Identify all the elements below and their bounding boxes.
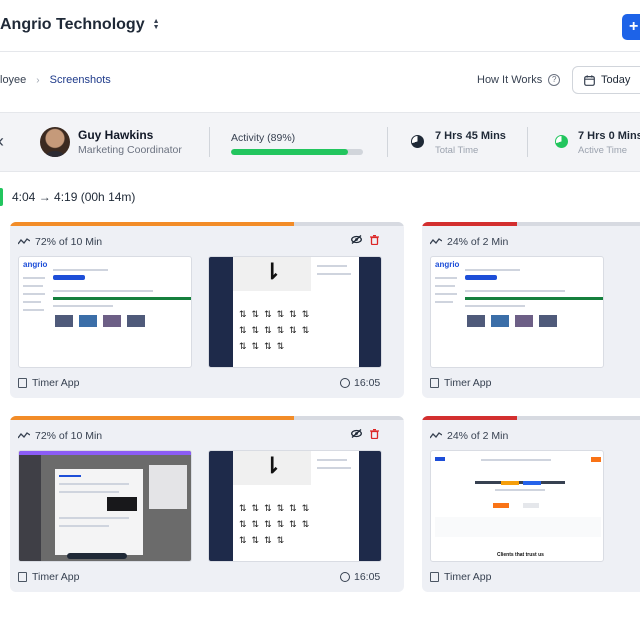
card-app: Timer App xyxy=(430,377,491,389)
user-name: Guy Hawkins xyxy=(78,128,154,142)
card-actions xyxy=(351,235,379,245)
divider xyxy=(527,127,528,157)
card-app: Timer App xyxy=(430,571,491,583)
card-actions xyxy=(351,429,379,439)
chevron-updown-icon: ▲ ▼ xyxy=(152,18,160,31)
active-time-label: Active Time xyxy=(578,145,628,156)
user-role: Marketing Coordinator xyxy=(78,144,182,156)
eye-off-icon[interactable] xyxy=(351,235,362,244)
thumb-logo: angrio xyxy=(23,260,48,269)
activity-bar xyxy=(10,416,404,420)
activity-progress xyxy=(231,149,363,155)
clock-icon xyxy=(340,572,350,582)
trash-icon[interactable] xyxy=(370,429,379,439)
card-activity-label: 72% of 10 Min xyxy=(35,430,103,442)
card-activity: 24% of 2 Min xyxy=(430,430,508,442)
activity-bar xyxy=(422,416,640,420)
add-button[interactable]: + xyxy=(622,14,640,40)
avatar xyxy=(40,127,70,157)
divider xyxy=(387,127,388,157)
thumb-heading: Clients that trust us xyxy=(497,552,544,558)
top-bar: Angrio Technology ▲ ▼ + xyxy=(0,0,640,52)
eye-off-icon[interactable] xyxy=(351,429,362,438)
card-app: Timer App xyxy=(18,571,79,583)
app-icon xyxy=(430,572,439,582)
total-time-label: Total Time xyxy=(435,145,479,156)
activity-label: Activity (89%) xyxy=(231,132,296,144)
active-time-icon xyxy=(555,135,568,148)
thumb-logo: angrio xyxy=(435,260,460,269)
user-summary: ‹ Guy Hawkins Marketing Coordinator Acti… xyxy=(0,112,640,172)
back-arrow-icon[interactable]: ‹ xyxy=(0,131,4,152)
date-label: Today xyxy=(601,74,631,86)
card-activity-label: 72% of 10 Min xyxy=(35,236,103,248)
time-range: 4:04 → 4:19 (00h 14m) xyxy=(12,190,136,204)
card-activity: 72% of 10 Min xyxy=(18,236,102,248)
range-marker xyxy=(0,188,3,206)
sort-icon: ⇂ xyxy=(263,453,282,478)
card-activity: 72% of 10 Min xyxy=(18,430,102,442)
screenshot-thumbnail[interactable] xyxy=(18,450,192,562)
screenshot-thumbnail[interactable]: ⇂ ⇅ ⇅ ⇅ ⇅ ⇅ ⇅ ⇅ ⇅ ⇅ ⇅ ⇅ ⇅ ⇅ ⇅ ⇅ ⇅ xyxy=(208,450,382,562)
card-time: 16:05 xyxy=(340,571,380,583)
divider xyxy=(209,127,210,157)
activity-pulse-icon xyxy=(430,432,442,439)
card-app-label: Timer App xyxy=(32,571,80,583)
how-it-works-label: How It Works xyxy=(477,74,543,86)
card-time-label: 16:05 xyxy=(354,377,381,389)
breadcrumb-current: Screenshots xyxy=(49,74,111,86)
active-time-value: 7 Hrs 0 Mins xyxy=(578,130,640,142)
screenshot-thumbnail[interactable]: Clients that trust us xyxy=(430,450,604,562)
trash-icon[interactable] xyxy=(370,235,379,245)
card-activity: 24% of 2 Min xyxy=(430,236,508,248)
app-icon xyxy=(18,378,27,388)
calendar-icon xyxy=(584,74,595,86)
total-time-icon xyxy=(411,135,424,148)
card-app: Timer App xyxy=(18,377,79,389)
how-it-works-link[interactable]: How It Works ? xyxy=(477,74,561,86)
card-app-label: Timer App xyxy=(444,571,492,583)
activity-pulse-icon xyxy=(18,432,30,439)
clock-icon xyxy=(340,378,350,388)
breadcrumb: loyee › Screenshots xyxy=(0,74,111,86)
card-time: 16:05 xyxy=(340,377,380,389)
activity-bar-fill xyxy=(10,416,294,420)
activity-bar-fill xyxy=(422,416,517,420)
activity-bar-fill xyxy=(10,222,294,226)
screenshot-card[interactable]: 24% of 2 Min angrio Timer App xyxy=(422,222,640,398)
card-activity-label: 24% of 2 Min xyxy=(447,236,509,248)
screenshot-thumbnail[interactable]: angrio xyxy=(18,256,192,368)
screenshot-card[interactable]: 72% of 10 Min ⇂ ⇅ ⇅ ⇅ ⇅ ⇅ ⇅ xyxy=(10,416,404,592)
card-activity-label: 24% of 2 Min xyxy=(447,430,509,442)
org-switcher[interactable]: Angrio Technology ▲ ▼ xyxy=(0,16,160,34)
app-icon xyxy=(18,572,27,582)
sort-icon: ⇂ xyxy=(263,259,282,284)
activity-progress-fill xyxy=(231,149,349,155)
activity-bar xyxy=(422,222,640,226)
app-icon xyxy=(430,378,439,388)
activity-pulse-icon xyxy=(430,238,442,245)
card-app-label: Timer App xyxy=(32,377,80,389)
card-time-label: 16:05 xyxy=(354,571,381,583)
activity-bar-fill xyxy=(422,222,517,226)
org-name: Angrio Technology xyxy=(0,16,145,33)
screenshot-thumbnail[interactable]: ⇂ ⇅ ⇅ ⇅ ⇅ ⇅ ⇅ ⇅ ⇅ ⇅ ⇅ ⇅ ⇅ ⇅ ⇅ ⇅ ⇅ xyxy=(208,256,382,368)
date-picker-button[interactable]: Today xyxy=(572,66,640,94)
activity-bar xyxy=(10,222,404,226)
chevron-right-icon: › xyxy=(36,74,40,86)
screenshot-card[interactable]: 24% of 2 Min Clients that trust us Timer… xyxy=(422,416,640,592)
help-icon: ? xyxy=(548,74,561,86)
breadcrumb-parent[interactable]: loyee xyxy=(0,74,27,86)
screenshot-thumbnail[interactable]: angrio xyxy=(430,256,604,368)
card-app-label: Timer App xyxy=(444,377,492,389)
activity-pulse-icon xyxy=(18,238,30,245)
screenshot-card[interactable]: 72% of 10 Min angrio ⇂ xyxy=(10,222,404,398)
total-time-value: 7 Hrs 45 Mins xyxy=(435,130,506,142)
